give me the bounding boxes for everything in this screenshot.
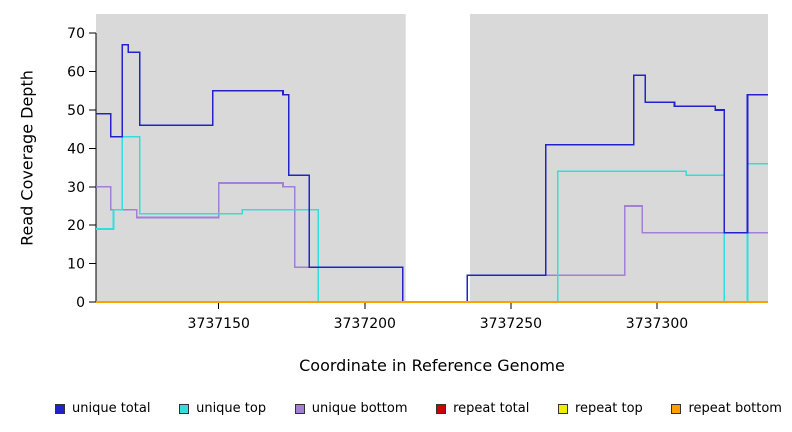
x-tick-label: 3737150 — [188, 316, 250, 332]
y-tick-label: 20 — [67, 218, 85, 234]
y-tick-label: 10 — [67, 257, 85, 273]
y-tick-label: 60 — [67, 65, 85, 81]
y-tick-label: 0 — [76, 295, 85, 311]
legend-swatch-icon — [179, 403, 190, 414]
x-tick-label: 3737300 — [626, 316, 688, 332]
legend-item: unique total — [55, 401, 150, 416]
legend-swatch-icon — [294, 403, 305, 414]
legend-label: unique total — [72, 401, 151, 416]
series-unique-top — [96, 136, 768, 303]
legend-item: repeat bottom — [671, 401, 782, 416]
legend-label: repeat top — [575, 401, 643, 416]
y-tick-label: 40 — [67, 141, 85, 157]
y-tick-label: 50 — [67, 103, 85, 119]
legend-label: unique top — [196, 401, 267, 416]
x-tick-label: 3737250 — [480, 316, 542, 332]
legend-swatch-icon — [558, 403, 568, 414]
series-unique-total — [96, 43, 768, 303]
legend-item: repeat total — [436, 401, 529, 416]
legend-item: repeat top — [558, 401, 643, 416]
legend-label: repeat total — [453, 401, 530, 416]
legend-swatch-icon — [55, 403, 65, 414]
x-tick-label: 3737200 — [334, 316, 396, 332]
y-axis-title: Read Coverage Depth — [17, 70, 37, 246]
legend-label: repeat bottom — [688, 401, 782, 416]
series-unique-bottom — [96, 182, 768, 303]
y-tick-label: 30 — [67, 180, 85, 196]
legend-label: unique bottom — [311, 401, 408, 416]
coverage-chart: 3737150 3737200 3737250 3737300 0 10 20 30 40 50 6… — [67, 14, 768, 332]
legend-swatch-icon — [671, 403, 682, 414]
y-tick-label: 70 — [67, 26, 85, 42]
masked-region — [405, 14, 470, 302]
x-axis-title: Coordinate in Reference Genome — [299, 356, 565, 375]
legend-item: unique top — [179, 401, 266, 416]
legend-swatch-icon — [436, 403, 447, 414]
legend: unique total unique top unique bottom repea… — [0, 401, 792, 416]
legend-item: unique bottom — [294, 401, 408, 416]
